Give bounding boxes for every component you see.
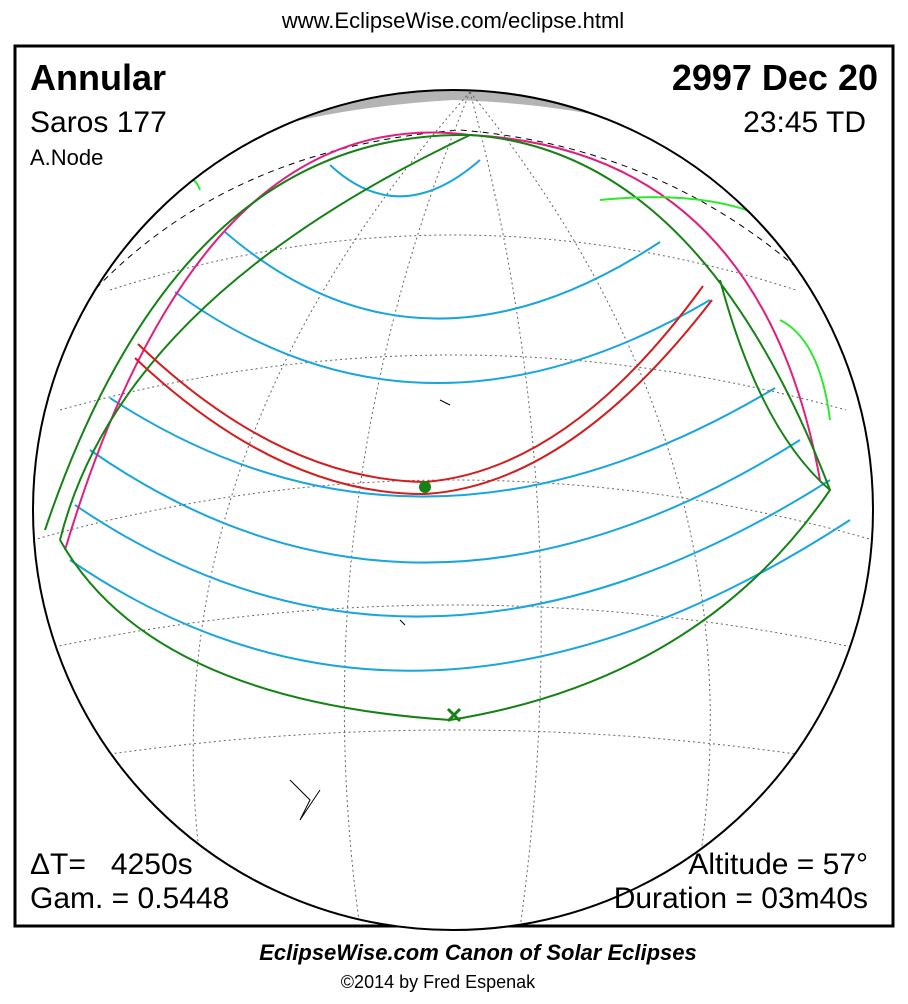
eclipse-type: Annular [30, 57, 166, 98]
duration: Duration = 03m40s [614, 882, 868, 915]
greatest-duration [446, 707, 462, 723]
gamma: Gam. = 0.5448 [30, 882, 229, 915]
altitude: Altitude = 57° [688, 848, 868, 881]
delta-t: ΔT= 4250s [30, 848, 193, 881]
date: 2997 Dec 20 [672, 57, 878, 98]
url: www.EclipseWise.com/eclipse.html [281, 8, 624, 33]
footer-title: EclipseWise.com Canon of Solar Eclipses [259, 940, 697, 965]
graticule [33, 91, 873, 929]
saros: Saros 177 [30, 106, 167, 139]
greatest-eclipse [419, 481, 431, 493]
node: A.Node [30, 145, 103, 170]
time: 23:45 TD [743, 106, 866, 139]
globe [33, 90, 873, 930]
penumbral-limits [44, 133, 832, 722]
globe-edge [32, 89, 874, 931]
magnitude-curves [69, 159, 851, 672]
landmass [289, 399, 451, 821]
copyright: ©2014 by Fred Espenak [341, 972, 536, 992]
